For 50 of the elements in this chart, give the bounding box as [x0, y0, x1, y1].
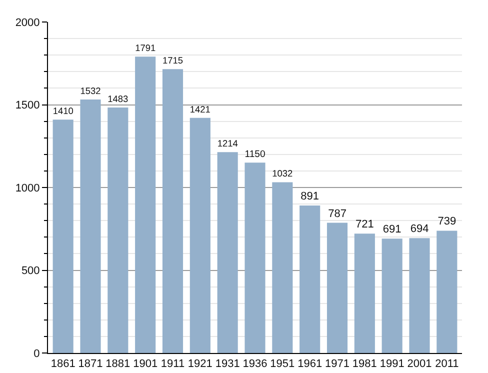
data-label: 1150 — [244, 149, 266, 160]
data-label: 691 — [382, 224, 402, 236]
data-label: 1421 — [190, 104, 210, 114]
x-tick-label: 1931 — [215, 358, 240, 370]
x-tick-label: 1936 — [242, 358, 268, 370]
y-tick-label: 2000 — [15, 16, 40, 29]
data-label: 1410 — [52, 106, 74, 116]
bar — [244, 162, 266, 353]
data-label: 1532 — [80, 86, 101, 96]
data-label: 1791 — [135, 43, 156, 54]
x-tick-label: 1991 — [380, 358, 404, 370]
bar — [52, 120, 74, 353]
y-tick-label: 1500 — [15, 100, 40, 112]
bar — [272, 182, 293, 353]
x-tick-label: 1971 — [325, 358, 350, 370]
x-tick-label: 1921 — [188, 358, 212, 370]
x-tick-label: 1911 — [160, 358, 185, 370]
y-tick-label: 500 — [21, 265, 40, 278]
bar — [382, 238, 402, 353]
data-label: 1483 — [108, 94, 128, 104]
bar — [135, 56, 156, 353]
bar — [217, 152, 238, 353]
bar — [326, 222, 348, 353]
data-label: 1214 — [217, 138, 238, 149]
x-tick-label: 2011 — [435, 358, 459, 370]
data-label: 694 — [410, 223, 429, 236]
x-tick-label: 1951 — [270, 358, 295, 370]
x-tick-label: 1881 — [106, 358, 130, 370]
y-tick-label: 0 — [34, 348, 40, 360]
bar — [108, 108, 128, 353]
bar — [354, 234, 375, 353]
x-tick-label: 1871 — [78, 358, 103, 370]
data-label: 891 — [300, 190, 320, 203]
data-label: 721 — [355, 218, 374, 231]
x-tick-label: 1981 — [352, 358, 377, 370]
x-tick-label: 2001 — [407, 358, 432, 370]
bar — [436, 230, 458, 353]
data-label: 1032 — [272, 168, 293, 179]
data-label: 1715 — [162, 56, 184, 66]
data-label: 739 — [438, 216, 456, 228]
x-tick-label: 1961 — [298, 358, 322, 370]
y-tick-label: 1000 — [15, 182, 40, 194]
x-tick-label: 1901 — [133, 358, 158, 370]
bar — [300, 206, 320, 353]
data-label: 787 — [328, 208, 346, 220]
bar — [190, 118, 210, 353]
x-tick-label: 1861 — [50, 358, 76, 370]
bar — [162, 69, 184, 353]
bar — [80, 99, 101, 353]
bar — [409, 238, 430, 353]
